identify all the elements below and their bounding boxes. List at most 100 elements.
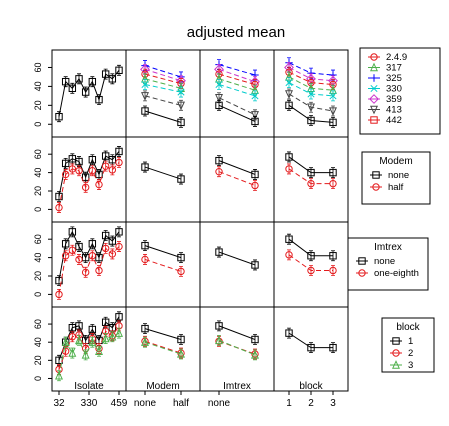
y-tick-label: 40: [33, 81, 43, 91]
legend-entry: 442: [386, 115, 402, 126]
y-tick-label: 0: [33, 122, 43, 127]
data-point: [88, 252, 97, 260]
y-tick-label: 60: [33, 319, 43, 329]
series-line: [218, 251, 256, 266]
panel-frame: [273, 221, 349, 308]
legend-entry: 1: [408, 336, 413, 347]
legend-title: Modem: [379, 156, 412, 167]
series-line: [218, 68, 256, 83]
data-point: [68, 333, 77, 341]
data-point: [55, 290, 63, 299]
data-point: [329, 92, 337, 100]
data-point: [95, 266, 103, 275]
data-point: [68, 165, 77, 173]
data-point: [307, 266, 315, 275]
data-point: [177, 118, 185, 127]
legend-marker: [370, 53, 378, 61]
data-point: [251, 111, 259, 120]
legend-marker: [372, 171, 380, 179]
factor-label: Imtrex: [223, 381, 251, 392]
data-point: [55, 276, 63, 285]
panel-frame: [125, 136, 201, 223]
legend-entry: 359: [386, 94, 402, 105]
panel-frame: [199, 306, 275, 392]
data-point: [81, 173, 90, 181]
series-line: [58, 162, 120, 208]
legend-title: Imtrex: [374, 242, 402, 253]
panel-r3-c1: [141, 323, 185, 360]
x-tick-label: half: [173, 398, 189, 409]
data-point: [329, 179, 337, 188]
legend-entry: 2: [408, 348, 413, 359]
legend-entry: none: [374, 256, 395, 267]
data-point: [108, 156, 117, 164]
y-tick-label: 0: [33, 376, 43, 381]
data-point: [75, 167, 83, 175]
data-point: [81, 350, 90, 359]
data-point: [95, 170, 103, 179]
panel-r0-c1: [140, 60, 186, 128]
data-point: [81, 88, 90, 96]
legend-entry: 330: [386, 84, 402, 95]
data-point: [68, 246, 77, 254]
panel-frame: [199, 221, 275, 308]
data-point: [61, 252, 70, 260]
data-point: [101, 70, 110, 78]
y-tick-label: 40: [33, 168, 43, 178]
data-point: [68, 348, 77, 357]
panel-frame: [199, 49, 275, 138]
series-line: [144, 65, 182, 78]
data-point: [115, 158, 123, 167]
series-line: [218, 97, 256, 116]
data-point: [285, 79, 293, 87]
panel-frame: [125, 49, 201, 138]
legend-entry: 317: [386, 63, 402, 74]
series-line: [218, 73, 256, 85]
series-line: [218, 64, 256, 76]
data-point: [251, 261, 259, 269]
data-point: [115, 328, 123, 337]
data-point: [95, 346, 103, 355]
data-point: [307, 116, 315, 125]
data-point: [55, 112, 63, 121]
data-point: [285, 90, 293, 99]
data-point: [88, 167, 97, 175]
data-point: [75, 242, 83, 251]
data-point: [285, 165, 293, 173]
series-line: [218, 78, 256, 91]
data-point: [215, 335, 223, 345]
data-point: [215, 167, 223, 176]
panel-r0-c2: [214, 59, 260, 127]
y-tick-label: 20: [33, 186, 43, 196]
panel-r3-c0: [55, 311, 123, 382]
data-point: [88, 325, 97, 334]
data-point: [81, 183, 90, 192]
data-point: [101, 162, 110, 170]
data-point: [81, 253, 90, 262]
legend-marker: [369, 94, 379, 104]
data-point: [141, 92, 149, 101]
legend-marker: [392, 349, 400, 357]
factor-label: Modem: [146, 381, 179, 392]
data-point: [81, 268, 90, 277]
data-point: [329, 252, 337, 260]
data-point: [101, 333, 110, 343]
data-point: [115, 228, 123, 236]
data-point: [177, 175, 185, 183]
data-point: [55, 192, 63, 201]
series-line: [144, 340, 182, 354]
y-tick-label: 0: [33, 207, 43, 212]
data-point: [177, 349, 185, 358]
data-point: [307, 103, 315, 113]
data-point: [75, 255, 83, 264]
series-line: [144, 328, 182, 340]
data-point: [88, 77, 97, 86]
x-tick-label: none: [208, 398, 231, 409]
data-point: [285, 101, 293, 110]
legend-box: [381, 317, 435, 373]
x-tick-label: 32: [53, 398, 65, 409]
legend-entry: one-eighth: [374, 268, 419, 279]
x-tick-label: 1: [286, 398, 292, 409]
